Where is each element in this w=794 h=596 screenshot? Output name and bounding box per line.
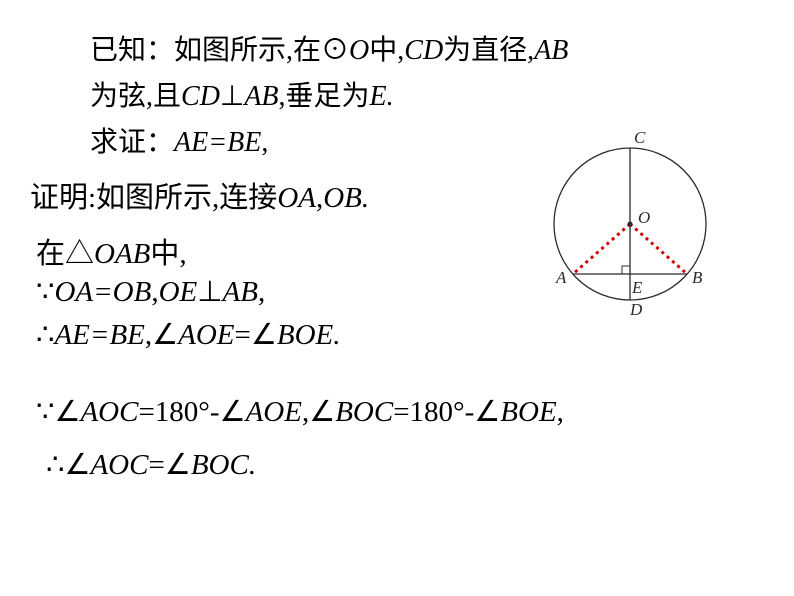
circle-diagram-svg — [522, 132, 738, 322]
proof-step-5: ∴∠AOC=∠BOC. — [46, 447, 794, 482]
text: 求证： — [90, 127, 174, 158]
text: =∠ — [235, 319, 277, 351]
eq: =180°-∠ — [393, 396, 500, 428]
center-dot — [628, 222, 633, 227]
proof-step-4: ∵∠AOC=180°-∠AOE,∠BOC=180°-∠BOE, — [36, 394, 794, 429]
text: , — [557, 396, 564, 428]
geometry-diagram: C D A B O E — [522, 132, 738, 322]
text: 已知：如图所示,在⊙ — [90, 35, 349, 66]
var-OAOB: OA=OB — [54, 276, 151, 308]
text: 中, — [369, 35, 404, 66]
text: , — [261, 127, 268, 158]
perp-sym: ⊥ — [220, 81, 244, 112]
perp-sym: ⊥ — [197, 276, 222, 308]
label-C: C — [634, 128, 645, 148]
proof-step-3: ∴AE=BE,∠AOE=∠BOE. — [36, 317, 794, 352]
label-O: O — [638, 208, 650, 228]
given-line-1: 已知：如图所示,在⊙O中,CD为直径,AB — [90, 28, 794, 68]
text: 证明:如图所示,连接 — [30, 182, 277, 214]
var-BOE: BOE — [500, 396, 556, 428]
text: 中, — [150, 238, 186, 270]
text: , — [258, 276, 265, 308]
var-OB: OB. — [323, 182, 369, 214]
because-sym: ∵ — [36, 276, 54, 308]
var-OE: OE — [159, 276, 198, 308]
eq: =180°-∠ — [138, 396, 245, 428]
var-AOE: AOE — [246, 396, 302, 428]
label-B: B — [692, 268, 702, 288]
therefore-sym: ∴ — [36, 319, 54, 351]
var-AB: AB — [534, 35, 568, 66]
text: ,∠ — [145, 319, 178, 351]
var-AEBE: AE=BE — [174, 127, 261, 158]
radius-OB — [630, 224, 687, 274]
text: ,垂足为 — [279, 81, 370, 112]
radius-OA — [573, 224, 630, 274]
therefore-sym: ∴∠ — [46, 449, 90, 481]
label-A: A — [556, 268, 566, 288]
var-BOE: BOE. — [277, 319, 341, 351]
right-angle-mark — [622, 266, 630, 274]
because-sym: ∵∠ — [36, 396, 80, 428]
var-AEBE: AE=BE — [54, 319, 144, 351]
comma: , — [151, 276, 158, 308]
var-O: O — [349, 35, 369, 66]
label-E: E — [632, 278, 642, 298]
var-BOC: BOC — [335, 396, 393, 428]
text: 在△ — [36, 238, 94, 270]
text: ,∠ — [302, 396, 335, 428]
given-line-2: 为弦,且CD⊥AB,垂足为E. — [90, 74, 794, 114]
var-AB: AB — [223, 276, 258, 308]
text: 为直径, — [443, 35, 534, 66]
text: 为弦,且 — [90, 81, 181, 112]
var-OAB: OAB — [94, 238, 150, 270]
var-BOC: BOC. — [191, 449, 256, 481]
var-CD: CD — [181, 81, 220, 112]
var-E: E. — [370, 81, 394, 112]
var-AOC: AOC — [90, 449, 148, 481]
var-AOC: AOC — [80, 396, 138, 428]
label-D: D — [630, 300, 642, 320]
var-AOE: AOE — [178, 319, 234, 351]
var-AB: AB — [244, 81, 278, 112]
var-CD: CD — [404, 35, 443, 66]
var-OA: OA — [277, 182, 316, 214]
text: =∠ — [148, 449, 190, 481]
